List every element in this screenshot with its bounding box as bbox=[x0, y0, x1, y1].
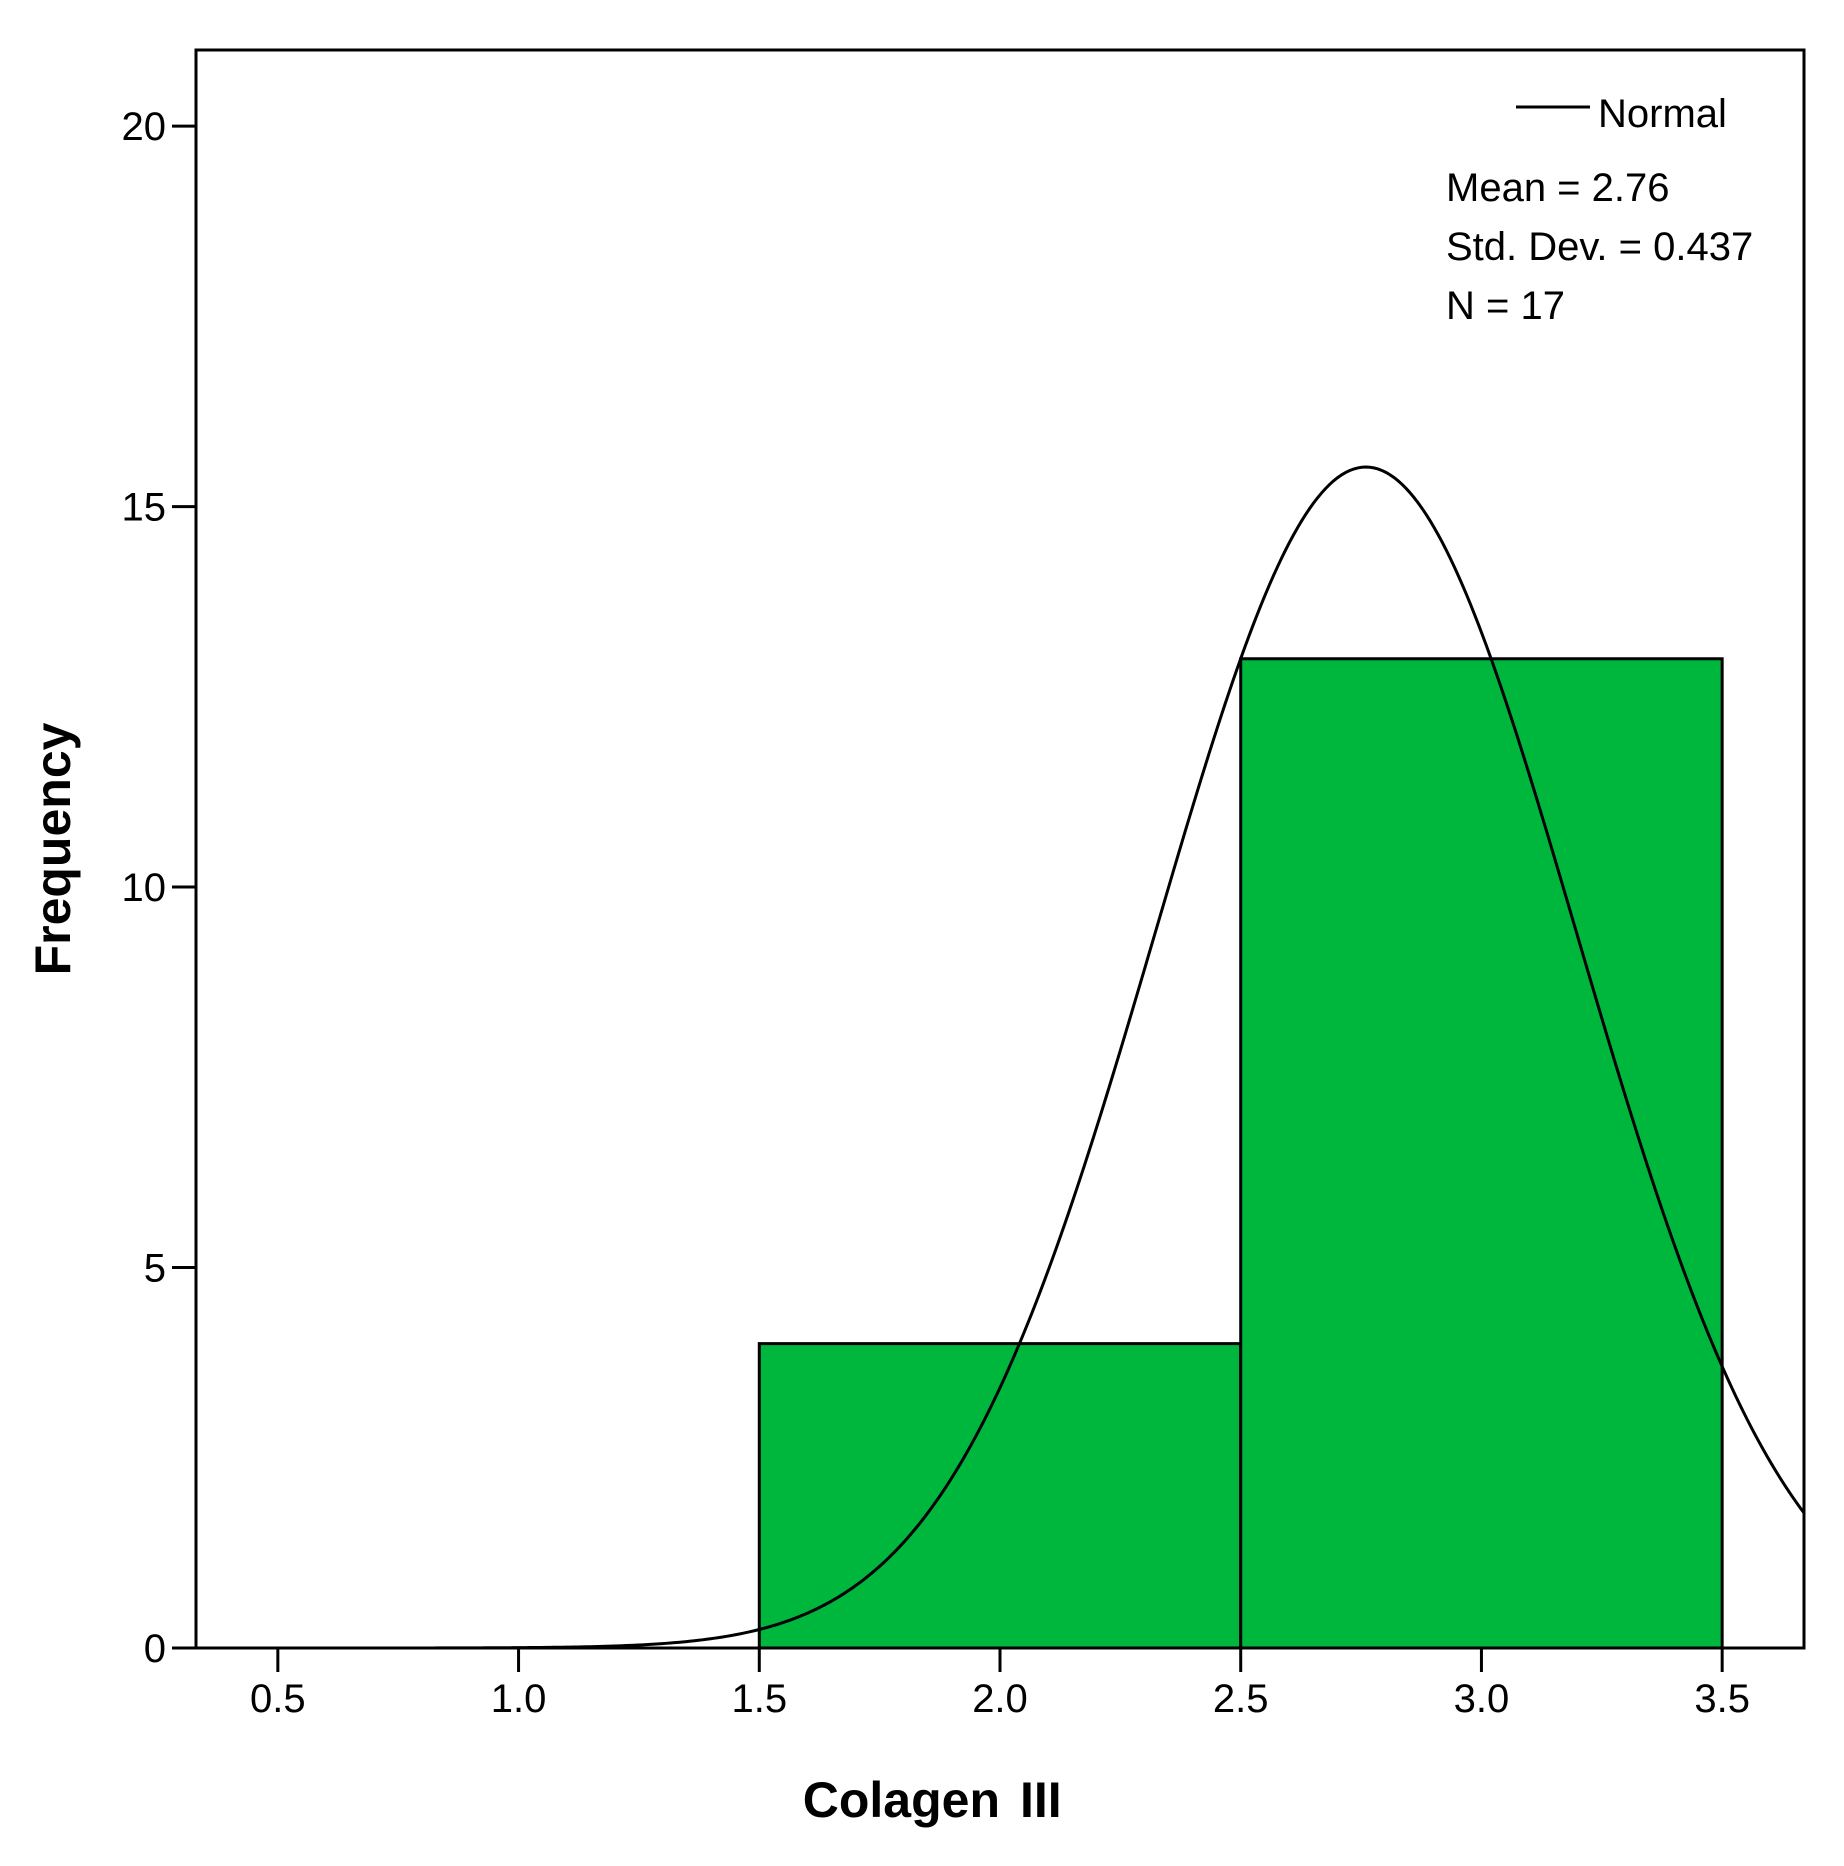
y-tick-label: 20 bbox=[122, 105, 167, 149]
y-tick-label: 0 bbox=[144, 1627, 166, 1671]
x-tick-label: 1.5 bbox=[731, 1677, 787, 1721]
stat-n: N = 17 bbox=[1446, 284, 1565, 328]
histogram-bar bbox=[1239, 657, 1724, 1650]
x-axis-title: Colagen bbox=[803, 1772, 1000, 1828]
x-tick-label: 2.5 bbox=[1213, 1677, 1269, 1721]
x-tick-label: 1.0 bbox=[491, 1677, 547, 1721]
x-tick-label: 2.0 bbox=[972, 1677, 1028, 1721]
x-tick-label: 0.5 bbox=[250, 1677, 306, 1721]
legend: Normal bbox=[1516, 92, 1727, 136]
stat-mean: Mean = 2.76 bbox=[1446, 166, 1670, 210]
y-tick-label: 15 bbox=[122, 486, 167, 530]
x-tick-label: 3.0 bbox=[1454, 1677, 1510, 1721]
legend-label: Normal bbox=[1598, 92, 1727, 136]
y-tick-label: 10 bbox=[122, 866, 167, 910]
y-tick-label: 5 bbox=[144, 1247, 166, 1291]
stats-box: Mean = 2.76 Std. Dev. = 0.437 N = 17 bbox=[1446, 166, 1753, 328]
x-tick-label: 3.5 bbox=[1694, 1677, 1750, 1721]
stat-std-dev: Std. Dev. = 0.437 bbox=[1446, 225, 1753, 269]
x-axis-title-suffix: III bbox=[1020, 1772, 1062, 1828]
y-axis: 0 5 10 15 20 bbox=[122, 105, 196, 1671]
normal-curve bbox=[196, 465, 1806, 1650]
y-axis-title: Frequency bbox=[25, 722, 81, 975]
x-axis: 0.5 1.0 1.5 2.0 2.5 3.0 3.5 bbox=[250, 1648, 1750, 1721]
